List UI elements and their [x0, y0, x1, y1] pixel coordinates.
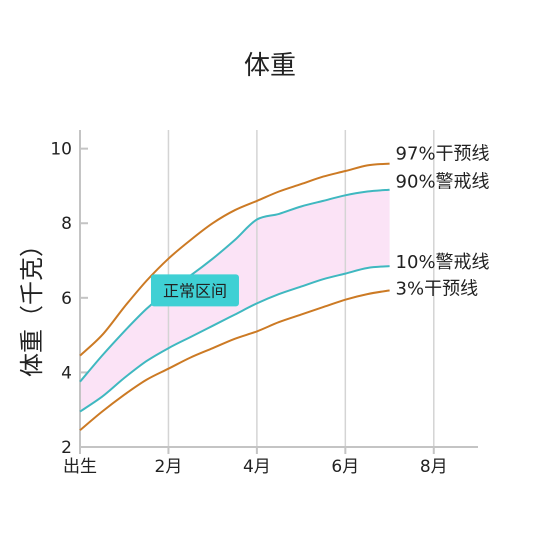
annotation-layer: 正常区间 — [150, 274, 239, 307]
series-label-layer: 97%干预线 90%警戒线 10%警戒线 3%干预线 — [396, 144, 490, 300]
y-tick-label: 6 — [61, 289, 72, 309]
annotation-text: 正常区间 — [163, 281, 227, 300]
x-tick-label: 2月 — [155, 457, 183, 477]
axis-layer: 2 4 6 8 10 出生 2月 4月 6月 8月 — [50, 130, 478, 477]
y-tick-label: 10 — [50, 140, 72, 160]
x-tick-label: 8月 — [420, 457, 448, 477]
series-line — [79, 265, 390, 413]
series-end-label: 90%警戒线 — [396, 172, 490, 193]
x-tick-label: 出生 — [63, 457, 97, 477]
annotation-box — [150, 274, 239, 307]
y-tick-label: 4 — [61, 363, 72, 383]
x-tick-label: 4月 — [243, 457, 271, 477]
series-end-label: 97%干预线 — [396, 144, 490, 165]
series-end-label: 3%干预线 — [396, 278, 479, 299]
series-line — [79, 162, 390, 357]
y-tick-label: 8 — [61, 214, 72, 234]
series-end-label: 10%警戒线 — [396, 252, 490, 273]
x-tick-label: 6月 — [331, 457, 359, 477]
series-layer — [79, 162, 390, 431]
y-axis-label: 体重（千克） — [18, 233, 46, 377]
y-tick-label: 2 — [61, 438, 72, 458]
series-line — [79, 188, 390, 383]
chart-title: 体重 — [244, 51, 296, 81]
series-line — [79, 289, 390, 431]
